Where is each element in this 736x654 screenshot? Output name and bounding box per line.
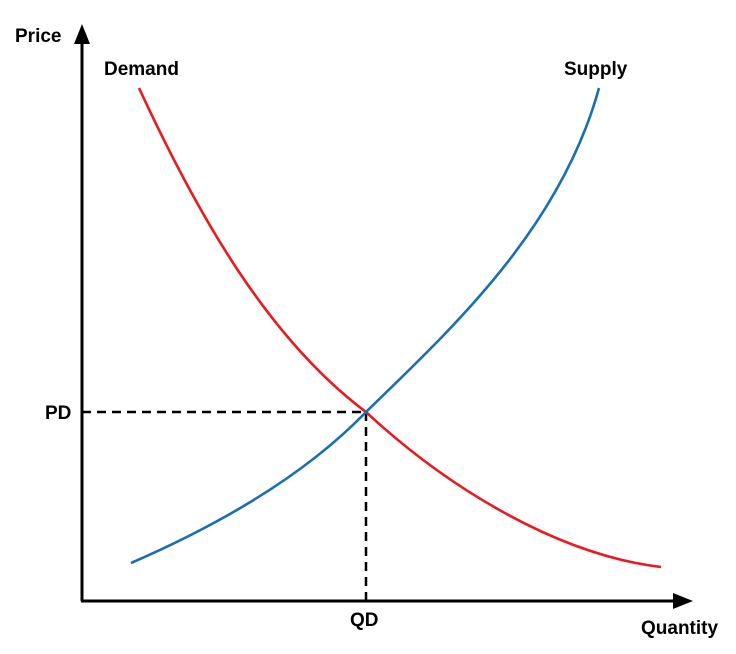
axes (74, 24, 693, 609)
y-axis-arrow-icon (74, 24, 90, 44)
y-axis-label: Price (15, 26, 61, 47)
demand-curve (137, 87, 662, 569)
equilibrium-quantity-label: QD (350, 610, 379, 631)
demand-label: Demand (104, 59, 179, 80)
supply-curve (130, 87, 601, 565)
x-axis-arrow-icon (673, 593, 693, 609)
equilibrium-price-label: PD (45, 403, 71, 424)
supply-label: Supply (564, 59, 628, 80)
equilibrium-guides (82, 410, 368, 601)
x-axis-label: Quantity (641, 618, 718, 639)
